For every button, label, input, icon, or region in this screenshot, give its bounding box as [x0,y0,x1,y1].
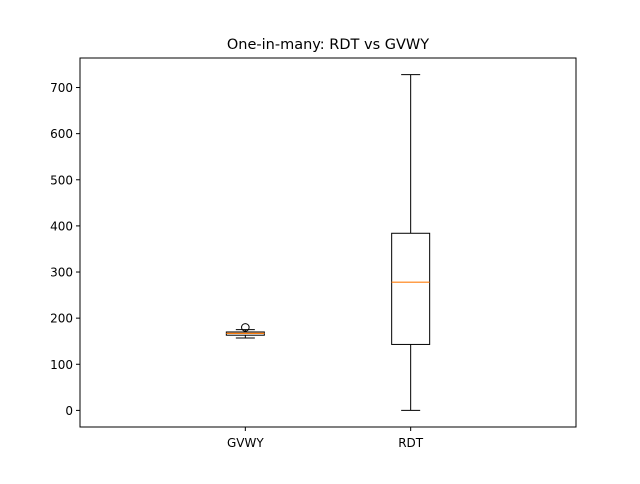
y-tick-label: 700 [50,81,73,95]
y-tick-label: 500 [50,173,73,187]
y-axis: 0 100 200 300 400 500 600 700 [50,81,80,418]
box-group [225,74,431,411]
box-iqr [391,232,431,345]
plot-area-frame [79,57,577,428]
y-tick-label: 600 [50,127,73,141]
y-tick-label: 300 [50,266,73,280]
outlier-point [241,323,250,332]
chart-title: One-in-many: RDT vs GVWY [227,37,429,53]
x-axis: GVWY RDT [227,427,424,450]
y-tick-label: 400 [50,219,73,233]
y-tick-label: 0 [65,404,73,418]
x-tick-label: GVWY [227,436,264,450]
y-tick-label: 100 [50,358,73,372]
y-tick-label: 200 [50,312,73,326]
x-tick-label: RDT [398,436,424,450]
